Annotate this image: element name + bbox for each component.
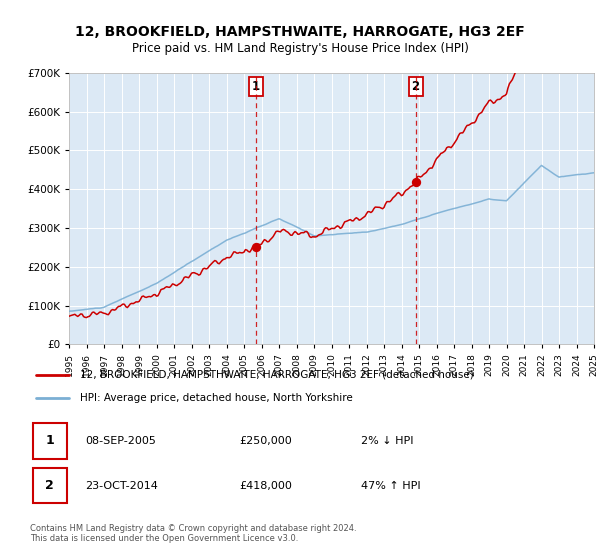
Text: 12, BROOKFIELD, HAMPSTHWAITE, HARROGATE, HG3 2EF (detached house): 12, BROOKFIELD, HAMPSTHWAITE, HARROGATE,… [80, 370, 473, 380]
Text: Contains HM Land Registry data © Crown copyright and database right 2024.
This d: Contains HM Land Registry data © Crown c… [30, 524, 356, 543]
Text: HPI: Average price, detached house, North Yorkshire: HPI: Average price, detached house, Nort… [80, 393, 352, 403]
Bar [256, 73, 416, 344]
Text: 47% ↑ HPI: 47% ↑ HPI [361, 481, 421, 491]
Text: 23-OCT-2014: 23-OCT-2014 [85, 481, 158, 491]
Text: 2: 2 [412, 80, 420, 92]
Text: 08-SEP-2005: 08-SEP-2005 [85, 436, 156, 446]
Text: 2: 2 [46, 479, 54, 492]
FancyBboxPatch shape [33, 423, 67, 459]
Text: 1: 1 [46, 435, 54, 447]
Text: 2% ↓ HPI: 2% ↓ HPI [361, 436, 414, 446]
Point [411, 178, 421, 186]
Text: 12, BROOKFIELD, HAMPSTHWAITE, HARROGATE, HG3 2EF: 12, BROOKFIELD, HAMPSTHWAITE, HARROGATE,… [75, 25, 525, 39]
Text: £250,000: £250,000 [240, 436, 293, 446]
Point [251, 243, 261, 252]
Text: Price paid vs. HM Land Registry's House Price Index (HPI): Price paid vs. HM Land Registry's House … [131, 42, 469, 55]
Text: 1: 1 [252, 80, 260, 92]
FancyBboxPatch shape [33, 468, 67, 503]
Text: £418,000: £418,000 [240, 481, 293, 491]
